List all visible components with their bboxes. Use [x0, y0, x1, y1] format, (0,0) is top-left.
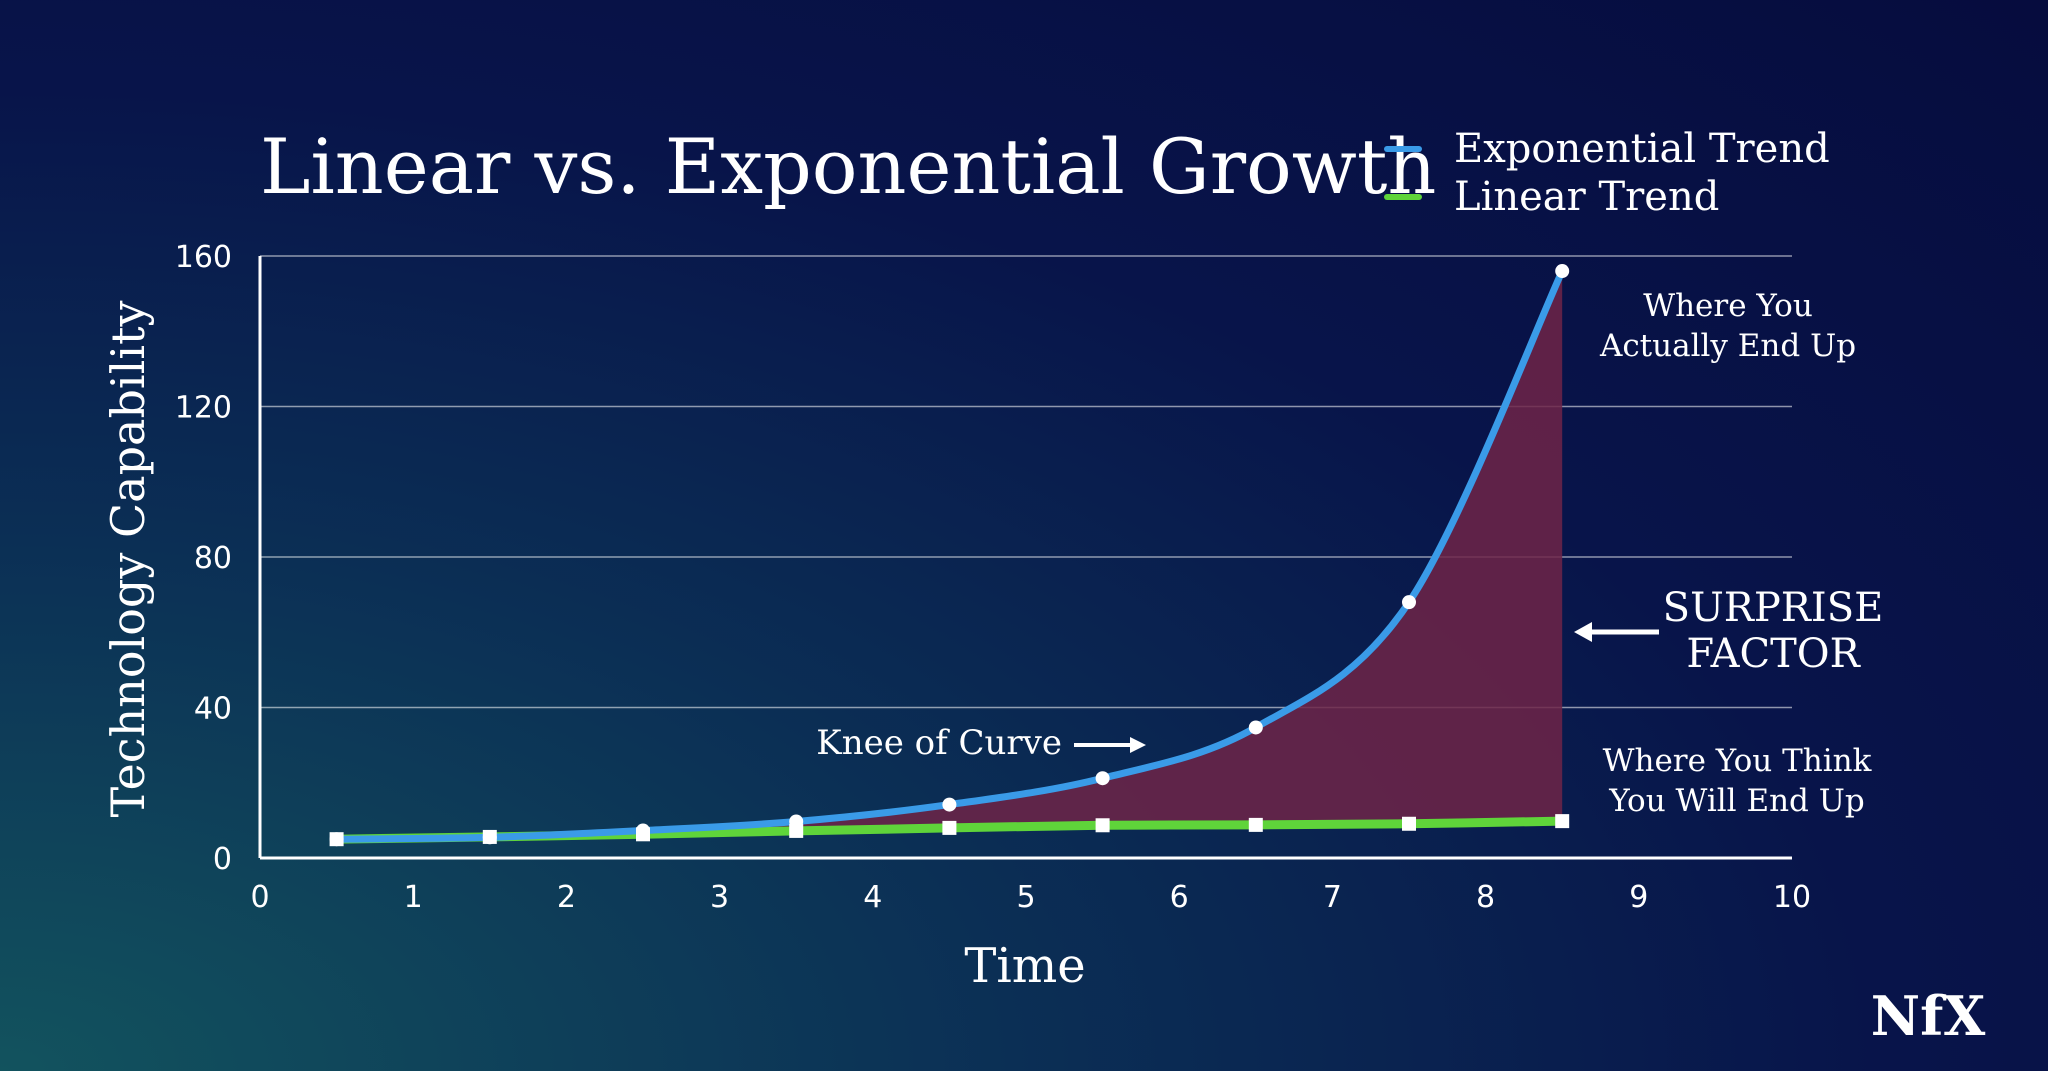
annotation-line: Actually End Up — [1599, 328, 1857, 364]
x-tick-label: 3 — [710, 880, 729, 915]
knee-arrow-icon — [1074, 737, 1146, 753]
x-tick-label: 8 — [1476, 880, 1495, 915]
linear-data-point — [1095, 818, 1110, 833]
exponential-data-point — [942, 797, 957, 812]
annotation-line: FACTOR — [1686, 631, 1860, 677]
x-tick-label: 6 — [1170, 880, 1189, 915]
annotation-think-end: Where You Think You Will End Up — [1603, 741, 1872, 821]
exponential-data-point — [1555, 264, 1570, 279]
x-tick-label: 0 — [250, 880, 269, 915]
legend-label-linear: Linear Trend — [1454, 174, 1720, 220]
y-tick-label: 160 — [175, 240, 232, 275]
linear-data-point — [942, 820, 957, 835]
annotation-line: SURPRISE — [1662, 585, 1884, 631]
x-tick-label: 1 — [404, 880, 423, 915]
legend-label-exponential: Exponential Trend — [1454, 126, 1830, 172]
exponential-data-point — [1402, 595, 1416, 610]
x-tick-label: 5 — [1016, 880, 1035, 915]
x-tick-label: 4 — [863, 880, 882, 915]
x-axis-label: Time — [964, 938, 1086, 994]
y-tick-label: 0 — [213, 842, 232, 877]
legend-item-exponential: Exponential Trend — [1384, 126, 1830, 172]
x-tick-label: 9 — [1629, 880, 1648, 915]
y-tick-label: 40 — [194, 692, 232, 727]
annotation-surprise-factor: SURPRISE FACTOR — [1663, 585, 1884, 677]
linear-data-point — [1555, 814, 1570, 829]
linear-data-point — [1248, 817, 1263, 832]
y-tick-label: 120 — [175, 391, 232, 426]
chart-title: Linear vs. Exponential Growth — [260, 122, 1437, 211]
y-axis-label: Technology Capability — [101, 300, 155, 818]
linear-data-point — [636, 827, 650, 842]
nfx-logo: NfX — [1870, 984, 1986, 1048]
annotation-line: Where You Think — [1602, 743, 1872, 779]
x-tick-label: 2 — [557, 880, 576, 915]
annotation-line: Where You — [1643, 288, 1813, 324]
y-tick-label: 80 — [194, 541, 232, 576]
linear-data-point — [482, 829, 497, 844]
legend-swatch-exponential — [1384, 146, 1422, 152]
exponential-data-point — [1095, 771, 1110, 786]
legend-item-linear: Linear Trend — [1384, 174, 1719, 220]
exponential-data-point — [1248, 720, 1263, 735]
annotation-actual-end: Where You Actually End Up — [1600, 286, 1856, 366]
surprise-arrow-icon — [1574, 622, 1659, 642]
annotation-knee-of-curve: Knee of Curve — [816, 723, 1062, 763]
linear-data-point — [329, 832, 344, 847]
linear-data-point — [789, 823, 804, 838]
linear-data-point — [1402, 816, 1416, 831]
annotation-line: You Will End Up — [1609, 783, 1865, 819]
x-tick-label: 10 — [1773, 880, 1811, 915]
surprise-fill-area — [336, 271, 1563, 840]
legend-swatch-linear — [1384, 194, 1422, 200]
x-tick-label: 7 — [1323, 880, 1342, 915]
